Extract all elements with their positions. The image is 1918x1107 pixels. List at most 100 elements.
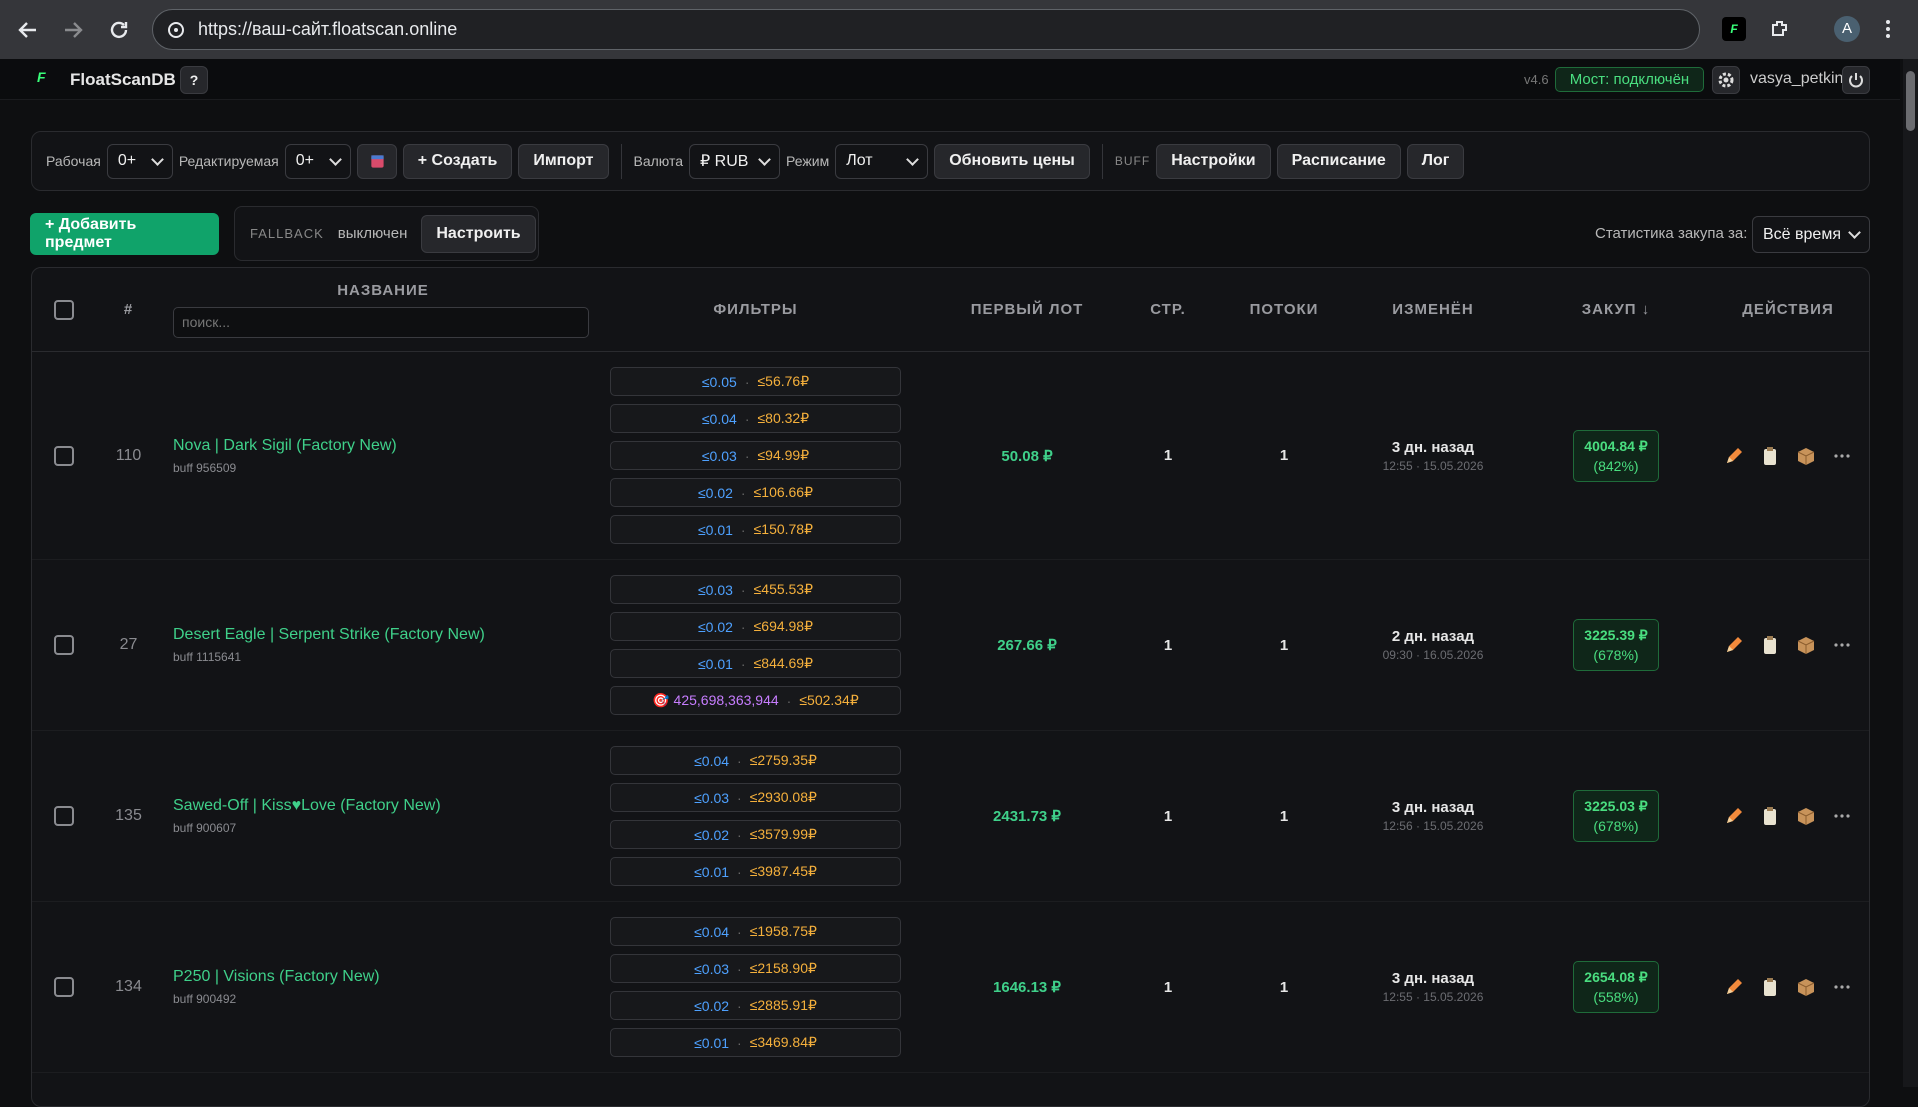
archive-button[interactable] [1795,445,1817,467]
header-cell: ПЕРВЫЙ ЛОТ [918,301,1136,318]
archive-button[interactable] [1795,976,1817,998]
more-button[interactable] [1831,445,1853,467]
copy-button[interactable] [1759,976,1781,998]
profile-avatar[interactable]: A [1834,16,1860,42]
search-input[interactable]: поиск... [173,306,589,338]
name-cell: P250 | Visions (Factory New) buff 900492 [161,968,593,1006]
filter-chip[interactable]: 🎯 425,698,363,944 · ≤502.34₽ [610,686,901,715]
address-bar[interactable]: https://ваш-сайт.floatscan.online [152,9,1700,50]
edit-button[interactable] [1723,805,1745,827]
more-button-glyph [1834,814,1850,818]
user-name: vasya_petkin [1750,70,1844,87]
reload-button[interactable] [107,18,131,42]
filter-chip[interactable]: ≤0.03 · ≤94.99₽ [610,441,901,470]
row-checkbox[interactable] [54,445,74,466]
edit-button-glyph [1727,979,1742,994]
logout-button[interactable] [1842,66,1870,94]
filter-chip[interactable]: ≤0.04 · ≤1958.75₽ [610,917,901,946]
copy-button[interactable] [1759,805,1781,827]
edit-button[interactable] [1723,634,1745,656]
filter-chip[interactable]: ≤0.05 · ≤56.76₽ [610,367,901,396]
filter-chip[interactable]: ≤0.01 · ≤844.69₽ [610,649,901,678]
filter-chip[interactable]: ≤0.03 · ≤2930.08₽ [610,783,901,812]
item-name[interactable]: Nova | Dark Sigil (Factory New) [173,436,397,454]
pages: 1 [1163,636,1173,654]
extensions-button[interactable] [1768,17,1792,41]
changed-cell: 2 дн. назад 09:30 · 16.05.2026 [1368,628,1498,662]
import-button[interactable]: Импорт [518,143,609,179]
filter-chip[interactable]: ≤0.02 · ≤3579.99₽ [610,820,901,849]
row-checkbox[interactable] [54,806,74,826]
refresh-button[interactable]: Обновить цены [934,143,1090,179]
filter-chip[interactable]: ≤0.02 · ≤2885.91₽ [610,991,901,1020]
mode-select[interactable]: Лот [835,143,929,179]
filter-chip[interactable]: ≤0.01 · ≤3987.45₽ [610,857,901,886]
create-button[interactable]: + Создать [402,143,513,179]
edit-button-glyph [1727,637,1742,652]
filter-chip[interactable]: ≤0.03 · ≤2158.90₽ [610,954,901,983]
configure-button[interactable]: Настроить [421,214,536,253]
edit-button[interactable] [1723,976,1745,998]
scrollbar-thumb[interactable] [1906,71,1915,131]
copy-button[interactable] [1759,634,1781,656]
filter-float: ≤0.02 [697,618,733,635]
more-button[interactable] [1831,634,1853,656]
more-button-glyph [1834,453,1850,458]
archive-button[interactable] [1795,805,1817,827]
working-select[interactable]: 0+ [106,143,173,179]
row-checkbox[interactable] [54,635,74,655]
brand: FloatScanDB [70,70,176,89]
menu-button[interactable] [1882,17,1894,41]
header-label[interactable]: ЗАКУП ↓ [1581,301,1651,318]
name-cell: Nova | Dark Sigil (Factory New) buff 9565… [161,437,593,475]
filters: ≤0.03 · ≤455.53₽ ≤0.02 · ≤694.98₽ ≤0.01 · ≤844.6… [610,575,901,715]
filter-price: ≤1958.75₽ [749,923,817,939]
buff-settings-button[interactable]: Настройки [1156,143,1271,179]
back-button[interactable] [16,18,40,42]
header-label: # [123,301,134,318]
filter-chip[interactable]: ≤0.02 · ≤106.66₽ [610,478,901,507]
filter-chip[interactable]: ≤0.04 · ≤80.32₽ [610,404,901,433]
forward-button[interactable] [61,18,85,42]
select-all-checkbox[interactable] [54,299,74,320]
item-name[interactable]: P250 | Visions (Factory New) [173,968,380,985]
schedule-button[interactable]: Расписание [1276,143,1401,179]
extension-icon[interactable]: F [1722,17,1746,41]
purchase: 3225.39 ₽ (678%) [1573,619,1659,671]
more-button[interactable] [1831,805,1853,827]
filter-price: ≤844.69₽ [753,655,814,671]
purchase-value: 3225.39 ₽ [1584,627,1648,643]
site-info-icon[interactable] [167,21,185,39]
filter-chip[interactable]: ≤0.03 · ≤455.53₽ [610,575,901,604]
more-button[interactable] [1831,976,1853,998]
help-button[interactable]: ? [180,66,208,94]
currency-select[interactable]: ₽ RUB [689,143,781,179]
name-cell: Sawed-Off | Kiss♥Love (Factory New) buff … [161,797,593,835]
filter-chip[interactable]: ≤0.04 · ≤2759.35₽ [610,746,901,775]
edit-button[interactable] [1723,445,1745,467]
settings-button[interactable] [1712,66,1740,94]
editing-select[interactable]: 0+ [284,143,351,179]
first-lot: 1646.13 ₽ [993,979,1061,996]
copy-button-glyph [1764,446,1776,465]
filter-chip[interactable]: ≤0.02 · ≤694.98₽ [610,612,901,641]
actions [1727,445,1850,467]
pages: 1 [1163,447,1173,464]
calendar-button[interactable] [356,143,397,179]
edit-button-glyph [1727,447,1742,463]
archive-button[interactable] [1795,634,1817,656]
row-checkbox[interactable] [54,977,74,997]
stats-select[interactable]: Всё время [1752,216,1870,253]
item-name[interactable]: Sawed-Off | Kiss♥Love (Factory New) [173,797,441,814]
scrollbar[interactable] [1903,59,1918,1087]
copy-button[interactable] [1759,445,1781,467]
log-button[interactable]: Лог [1406,143,1465,179]
filter-chip[interactable]: ≤0.01 · ≤3469.84₽ [610,1028,901,1057]
table-row: 134 P250 | Visions (Factory New) buff 9004… [32,902,1869,1073]
item-name[interactable]: Desert Eagle | Serpent Strike (Factory N… [173,626,485,643]
filter-float: ≤0.03 [701,447,737,464]
filter-chip[interactable]: ≤0.01 · ≤150.78₽ [610,515,901,544]
add-item-button[interactable]: + Добавить предмет [30,213,219,255]
header-cell: ФИЛЬТРЫ [593,301,918,318]
